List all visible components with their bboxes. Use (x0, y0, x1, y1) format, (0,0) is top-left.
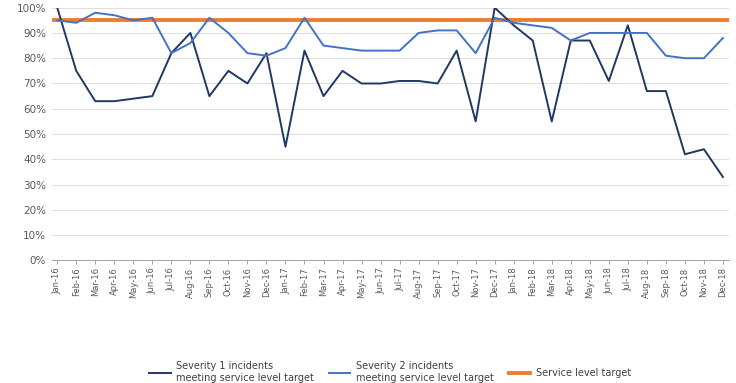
Legend: Severity 1 incidents
meeting service level target, Severity 2 incidents
meeting : Severity 1 incidents meeting service lev… (149, 361, 631, 383)
